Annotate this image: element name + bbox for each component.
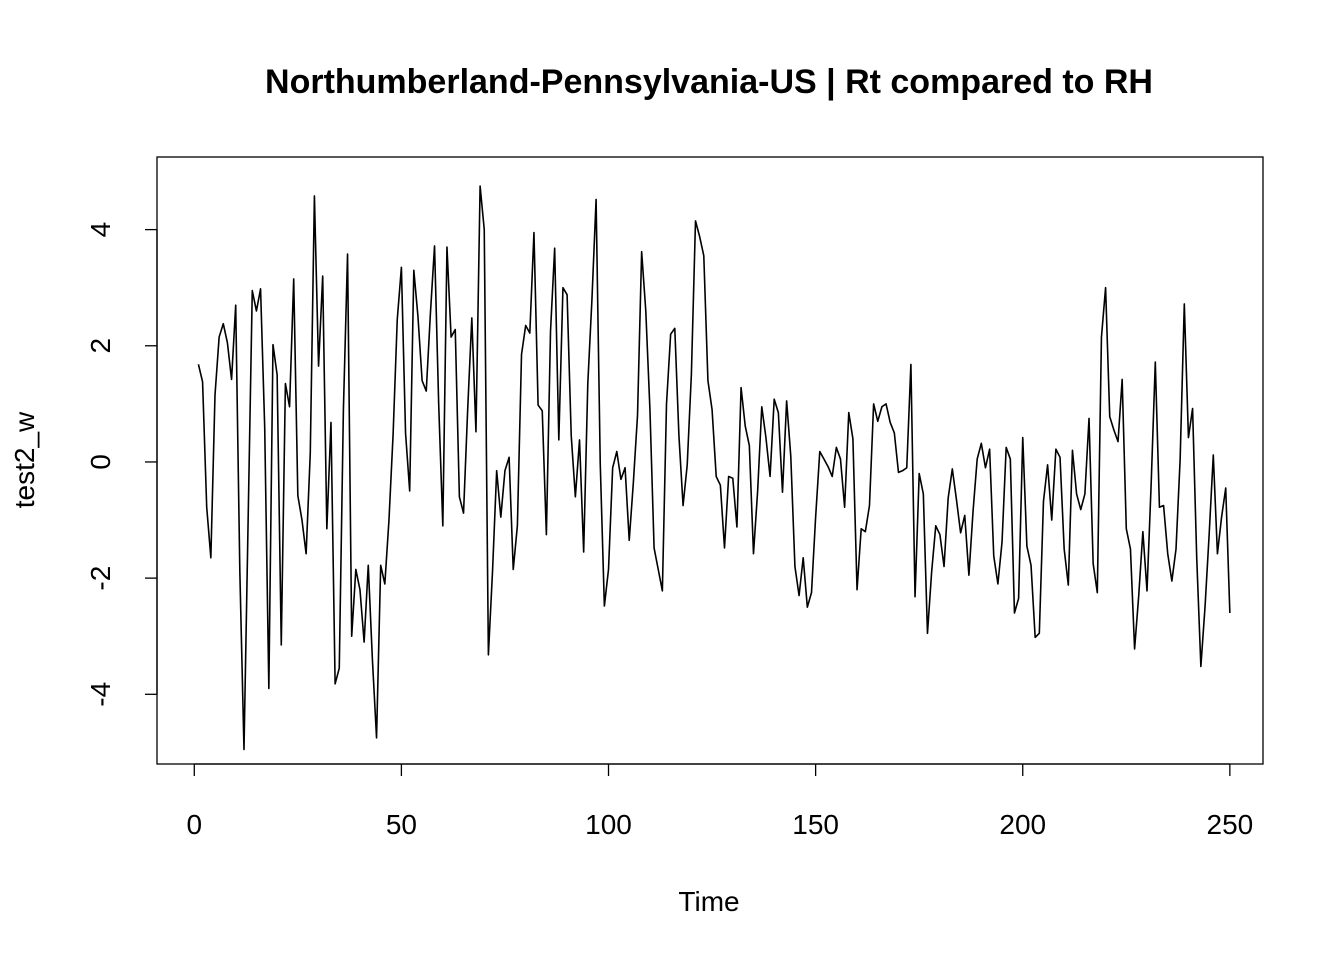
y-axis-label: test2_w [9, 411, 40, 508]
y-tick-label: 0 [85, 454, 116, 470]
series-line-0 [197, 185, 1231, 751]
y-tick-label: -2 [85, 566, 116, 591]
x-tick-label: 200 [999, 809, 1046, 840]
x-tick-label: 250 [1207, 809, 1254, 840]
x-tick-label: 0 [186, 809, 202, 840]
x-tick-label: 150 [792, 809, 839, 840]
y-tick-label: -4 [85, 682, 116, 707]
plot-frame [156, 156, 1264, 765]
x-tick-label: 50 [386, 809, 417, 840]
x-axis: 0 50 100 150 200 250 [186, 763, 1254, 840]
x-tick-label: 100 [585, 809, 632, 840]
chart-title: Northumberland-Pennsylvania-US | Rt comp… [265, 63, 1153, 101]
y-axis: -4 -2 0 2 4 [85, 222, 158, 707]
x-axis-label: Time [678, 886, 739, 917]
series-layer [197, 185, 1231, 751]
y-tick-label: 2 [85, 338, 116, 354]
y-tick-label: 4 [85, 222, 116, 238]
